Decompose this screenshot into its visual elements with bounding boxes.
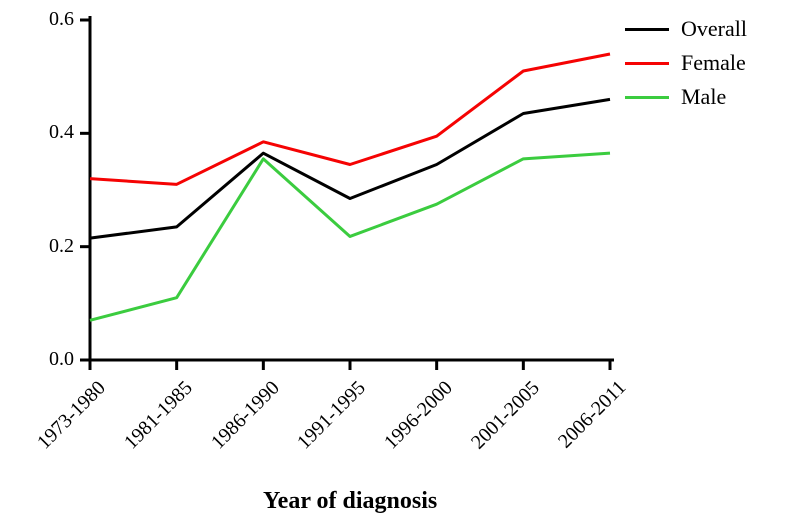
line-chart: Overall Female Male 1973-19801981-198519… (0, 0, 800, 522)
legend-swatch-overall (625, 28, 669, 31)
x-axis-title: Year of diagnosis (263, 488, 437, 515)
y-tick-label: 0.4 (34, 121, 74, 144)
legend-swatch-male (625, 96, 669, 99)
legend-swatch-female (625, 62, 669, 65)
legend: Overall Female Male (625, 12, 747, 114)
y-tick-label: 0.0 (34, 348, 74, 371)
legend-label-male: Male (681, 84, 726, 110)
y-tick-label: 0.2 (34, 235, 74, 258)
y-tick-label: 0.6 (34, 8, 74, 31)
legend-label-overall: Overall (681, 16, 747, 42)
legend-item-male: Male (625, 80, 747, 114)
legend-item-overall: Overall (625, 12, 747, 46)
legend-label-female: Female (681, 50, 746, 76)
legend-item-female: Female (625, 46, 747, 80)
